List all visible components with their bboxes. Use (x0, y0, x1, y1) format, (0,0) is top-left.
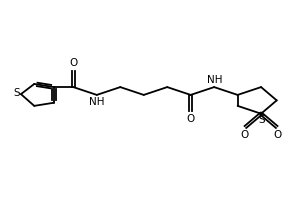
Text: NH: NH (207, 75, 222, 85)
Text: S: S (258, 115, 265, 125)
Text: O: O (69, 58, 77, 68)
Text: O: O (241, 130, 249, 140)
Text: O: O (187, 114, 195, 124)
Text: NH: NH (89, 97, 104, 107)
Text: S: S (13, 88, 20, 98)
Text: O: O (273, 130, 282, 140)
